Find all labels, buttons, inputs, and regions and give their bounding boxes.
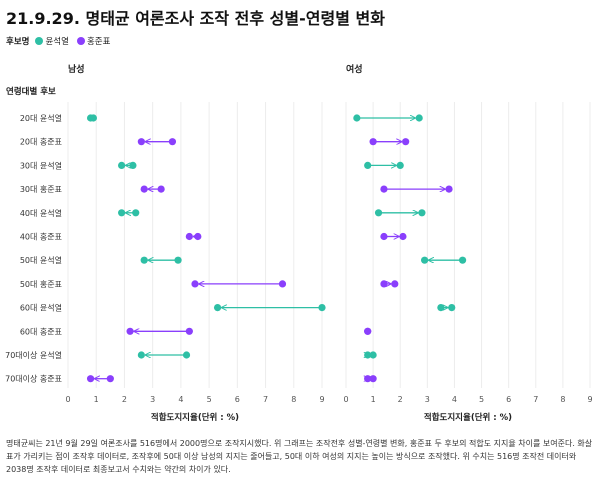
legend-item-hong: 홍준표 (76, 35, 111, 47)
legend-dot-yoon (35, 37, 44, 45)
x-tick-label: 6 (235, 395, 240, 404)
row-label: 50대 홍준표 (20, 279, 62, 289)
footnote: 명태균씨는 21년 9월 29일 여론조사를 516명에서 2000명으로 조작… (6, 439, 593, 474)
to-point (369, 375, 377, 383)
x-tick-label: 3 (150, 395, 155, 404)
x-tick-label: 5 (479, 395, 484, 404)
to-point (445, 185, 453, 193)
dumbbell-chart: 연령대별 후보 20대 윤석열 20대 홍준표 30대 윤석열 30대 홍준표 40대 윤… (5, 63, 592, 423)
x-axis-label: 적합도지지율(단위 : %) (424, 412, 512, 423)
to-point (86, 114, 95, 122)
legend: 후보명 윤석열 홍준표 (6, 35, 114, 47)
to-point (369, 351, 377, 359)
to-point (396, 161, 404, 169)
x-tick-label: 8 (291, 395, 296, 404)
row-label: 60대 윤석열 (20, 303, 62, 313)
to-point (185, 232, 193, 241)
x-tick-label: 0 (65, 395, 70, 404)
x-tick-label: 6 (506, 395, 511, 404)
legend-title: 후보명 (6, 37, 30, 47)
x-tick-label: 4 (452, 395, 457, 404)
x-tick-label: 9 (587, 395, 592, 404)
legend-dot-hong (76, 37, 85, 45)
row-label: 20대 홍준표 (20, 137, 62, 147)
to-point (421, 256, 429, 264)
row-label: 20대 윤석열 (20, 113, 62, 123)
to-point (191, 280, 199, 288)
to-point (399, 232, 407, 241)
chart-title: 21.9.29. 명태균 여론조사 조작 전후 성별-연령별 변화 (6, 9, 385, 28)
x-tick-label: 5 (207, 395, 212, 404)
x-tick-label: 4 (178, 395, 183, 404)
to-point (213, 304, 222, 312)
panel-title: 남성 (68, 63, 85, 75)
to-point (418, 209, 426, 217)
to-point (391, 280, 399, 288)
row-label: 40대 윤석열 (20, 208, 62, 218)
row-label: 50대 윤석열 (20, 255, 62, 265)
x-tick-label: 2 (398, 395, 403, 404)
to-point (137, 138, 145, 146)
legend-label-yoon: 윤석열 (45, 37, 69, 47)
to-point (118, 209, 126, 217)
x-tick-label: 0 (343, 395, 348, 404)
row-label: 60대 홍준표 (20, 326, 62, 336)
to-point (118, 161, 126, 169)
legend-label-hong: 홍준표 (86, 37, 111, 47)
row-label: 30대 윤석열 (20, 160, 62, 170)
panel-title: 여성 (346, 63, 363, 75)
x-tick-label: 7 (263, 395, 268, 404)
x-tick-label: 1 (94, 395, 99, 404)
to-point (140, 185, 148, 193)
x-tick-label: 9 (319, 395, 324, 404)
to-point (86, 375, 95, 383)
x-tick-label: 7 (533, 395, 538, 404)
row-label: 70대이상 홍준표 (5, 374, 62, 384)
to-point (364, 327, 372, 335)
to-point (137, 351, 145, 359)
to-point (140, 256, 148, 264)
to-point (126, 327, 134, 335)
x-tick-label: 2 (122, 395, 127, 404)
to-point (448, 304, 456, 312)
row-label: 30대 홍준표 (20, 184, 62, 194)
row-label: 70대이상 윤석열 (5, 350, 62, 360)
row-label: 40대 홍준표 (20, 232, 62, 242)
legend-item-yoon: 윤석열 (35, 35, 69, 47)
x-axis-label: 적합도지지율(단위 : %) (151, 412, 239, 423)
row-header: 연령대별 후보 (6, 86, 56, 97)
to-point (415, 114, 423, 122)
to-point (402, 138, 410, 146)
x-tick-label: 3 (425, 395, 430, 404)
x-tick-label: 8 (560, 395, 565, 404)
x-tick-label: 1 (371, 395, 376, 404)
